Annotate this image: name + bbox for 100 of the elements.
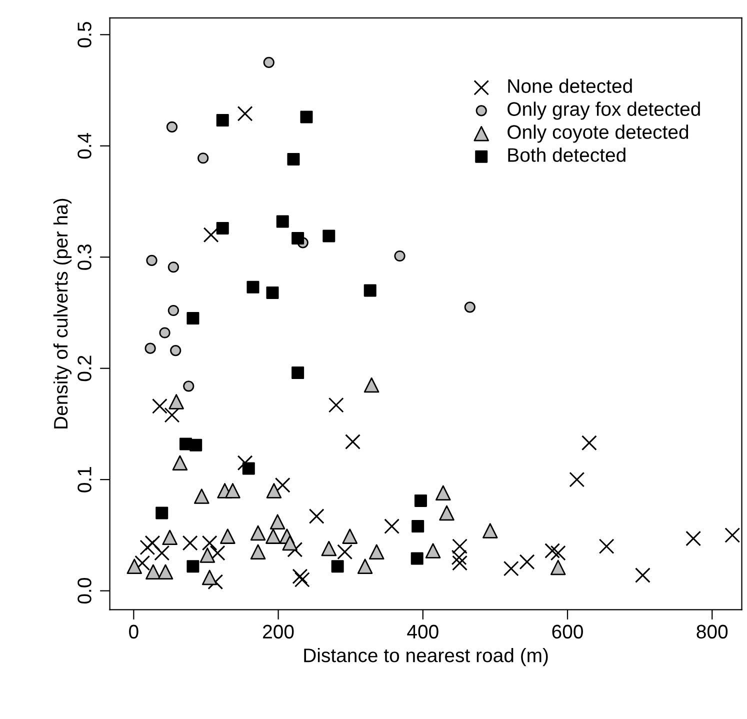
point: [202, 535, 218, 551]
point: [452, 538, 468, 554]
x-tick-label: 200: [263, 624, 294, 639]
point: [146, 254, 158, 266]
point: [266, 286, 279, 299]
point: [210, 545, 226, 561]
point: [308, 508, 324, 524]
y-tick-label: 0.2: [78, 356, 92, 382]
point: [394, 250, 406, 262]
point: [166, 121, 178, 133]
point: [368, 544, 384, 560]
point: [170, 344, 182, 356]
y-tick-label: 0.5: [78, 22, 92, 48]
point: [225, 483, 240, 498]
point: [159, 327, 170, 338]
point: [186, 560, 200, 573]
point: [598, 538, 614, 554]
point: [635, 568, 650, 583]
point: [266, 483, 282, 498]
point: [194, 488, 210, 504]
point: [144, 535, 160, 551]
point: [384, 518, 400, 534]
point: [276, 215, 289, 228]
x-tick-label: 800: [696, 624, 728, 639]
point: [126, 558, 142, 574]
y-axis-title: Density of culverts (per ha): [53, 198, 72, 428]
point: [168, 394, 184, 410]
point: [300, 110, 313, 124]
x-tick-label: 400: [407, 624, 438, 639]
point: [164, 407, 180, 423]
point: [337, 544, 353, 560]
point: [425, 543, 441, 558]
point: [134, 555, 150, 571]
point: [292, 366, 304, 380]
point: [216, 222, 229, 234]
point: [246, 280, 260, 294]
x-tick-label: 0: [129, 624, 138, 639]
point: [208, 574, 224, 590]
point: [250, 544, 266, 560]
point: [140, 540, 156, 556]
point: [186, 312, 200, 325]
point: [364, 377, 380, 393]
point: [220, 528, 236, 544]
point: [198, 152, 209, 164]
point: [569, 472, 585, 488]
point: [412, 520, 424, 533]
point: [203, 227, 219, 243]
point: [263, 56, 274, 68]
point: [287, 542, 303, 558]
point: [321, 540, 337, 556]
legend-label: Only gray fox detected: [508, 102, 700, 120]
point: [250, 525, 266, 541]
point: [183, 380, 194, 392]
point: [144, 342, 156, 354]
point: [202, 570, 218, 586]
point: [410, 552, 424, 565]
point: [294, 572, 310, 588]
legend-label: None detected: [508, 78, 632, 93]
point: [154, 545, 170, 561]
point: [216, 114, 229, 127]
point: [482, 523, 498, 538]
point: [581, 435, 597, 451]
point: [190, 438, 202, 452]
point: [168, 304, 179, 316]
point: [436, 485, 451, 501]
point: [342, 528, 358, 544]
point: [292, 232, 304, 244]
point: [200, 548, 216, 563]
point: [519, 554, 535, 570]
point: [322, 230, 336, 242]
point: [331, 560, 344, 573]
point: [550, 545, 566, 561]
point: [182, 535, 198, 551]
legend-label: Only coyote detected: [508, 124, 688, 143]
point: [287, 152, 300, 166]
point: [452, 555, 468, 571]
point: [237, 106, 253, 122]
point: [686, 530, 702, 546]
point: [270, 514, 286, 530]
point: [464, 302, 476, 313]
x-axis-title: Distance to nearest road (m): [304, 648, 548, 666]
point: [364, 284, 376, 297]
point: [282, 535, 298, 551]
y-tick-label: 0.1: [78, 467, 92, 492]
y-tick-label: 0.3: [78, 244, 92, 270]
point: [152, 398, 168, 414]
point: [451, 550, 467, 566]
y-tick-label: 0.4: [78, 132, 92, 159]
point: [158, 564, 174, 580]
point: [550, 560, 566, 576]
point: [724, 527, 740, 543]
point: [242, 462, 255, 475]
point: [237, 455, 253, 471]
point: [544, 543, 560, 558]
point: [146, 564, 161, 580]
point: [266, 528, 281, 544]
point: [156, 506, 168, 520]
point: [168, 262, 179, 273]
point: [357, 558, 373, 574]
point: [439, 505, 454, 521]
